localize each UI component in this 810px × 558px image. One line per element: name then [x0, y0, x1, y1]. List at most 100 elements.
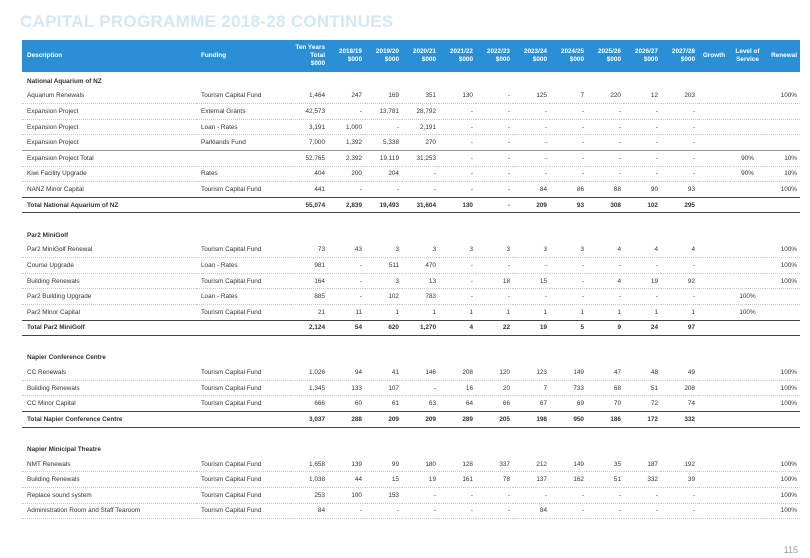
cell: -	[587, 288, 624, 305]
cell	[765, 196, 800, 214]
cell: 130	[439, 88, 476, 105]
column-header: 2024/25 $000	[550, 40, 587, 72]
cell: 78	[476, 471, 513, 489]
cell: 100%	[730, 304, 765, 321]
cell: -	[476, 88, 513, 105]
cell	[698, 380, 730, 397]
cell	[765, 411, 800, 428]
cell: 102	[624, 196, 661, 214]
capital-table: Description Funding Ten Years Total $000 20…	[22, 40, 800, 520]
cell	[698, 487, 730, 504]
spacer	[22, 213, 800, 226]
cell: 308	[587, 196, 624, 214]
cell: -	[550, 503, 587, 520]
total-row: Total National Aquarium of NZ 55,074 2,839…	[22, 196, 800, 214]
cell: 3	[476, 242, 513, 259]
cell: -	[624, 288, 661, 305]
cell	[196, 149, 290, 167]
cell: 4	[624, 242, 661, 259]
cell: 204	[365, 166, 402, 183]
cell: 192	[661, 456, 698, 473]
cell: 31,604	[402, 196, 439, 214]
table-row: CC Renewals Tourism Capital Fund 1,026 94 41…	[22, 365, 800, 381]
section-heading-row: Napier Conference Centre	[22, 349, 800, 366]
cell: 1,000	[328, 119, 365, 136]
cell: -	[328, 288, 365, 305]
cell: 187	[624, 456, 661, 473]
cell: Tourism Capital Fund	[196, 273, 290, 290]
cell: 102	[365, 288, 402, 305]
cell: 100%	[765, 456, 800, 473]
cell: -	[661, 288, 698, 305]
cell: 3	[365, 242, 402, 259]
cell	[730, 319, 765, 337]
cell: 253	[290, 487, 328, 504]
table-row: NMT Renewals Tourism Capital Fund 1,658 139…	[22, 456, 800, 473]
cell: 162	[550, 471, 587, 489]
cell: 100%	[765, 471, 800, 489]
cell	[730, 88, 765, 105]
table-row: NANZ Minor Capital Tourism Capital Fund 44…	[22, 181, 800, 198]
cell: Par2 Building Upgrade	[22, 288, 196, 305]
column-header: 2022/23 $000	[476, 40, 513, 72]
cell: Tourism Capital Fund	[196, 471, 290, 489]
cell: Total Par2 MiniGolf	[22, 319, 196, 337]
cell	[730, 456, 765, 473]
cell: 212	[513, 456, 550, 473]
spacer-row	[22, 213, 800, 226]
cell: -	[587, 487, 624, 504]
cell: 3,191	[290, 119, 328, 136]
cell	[730, 487, 765, 504]
column-header: Level of Service	[730, 40, 765, 72]
cell: 51	[624, 380, 661, 397]
cell: Kiwi Facility Upgrade	[22, 166, 196, 183]
cell: 64	[439, 395, 476, 413]
cell	[765, 103, 800, 120]
cell: 1	[439, 304, 476, 321]
cell: Expansion Project	[22, 134, 196, 151]
cell: 74	[661, 395, 698, 413]
section-heading-row: Napier Minicipal Theatre	[22, 440, 800, 457]
cell: 981	[290, 257, 328, 274]
cell: -	[550, 288, 587, 305]
cell: -	[661, 134, 698, 151]
cell: 90%	[730, 166, 765, 183]
cell: -	[513, 166, 550, 183]
cell: 63	[402, 395, 439, 413]
cell: -	[365, 119, 402, 136]
cell: -	[550, 487, 587, 504]
cell: 666	[290, 395, 328, 413]
table-row: CC Minor Capital Tourism Capital Fund 666 6…	[22, 395, 800, 413]
cell: 18	[476, 273, 513, 290]
cell	[698, 288, 730, 305]
cell: 470	[402, 257, 439, 274]
cell: Building Renewals	[22, 380, 196, 397]
cell: 100%	[765, 395, 800, 413]
cell: 55,074	[290, 196, 328, 214]
cell	[730, 273, 765, 290]
cell: 42,573	[290, 103, 328, 120]
cell: 100%	[765, 242, 800, 259]
cell: -	[365, 503, 402, 520]
table-row: Replace sound system Tourism Capital Fund…	[22, 487, 800, 504]
cell: Tourism Capital Fund	[196, 304, 290, 321]
cell: NANZ Minor Capital	[22, 181, 196, 198]
cell	[698, 257, 730, 274]
cell: Parklands Fund	[196, 134, 290, 151]
cell: -	[661, 103, 698, 120]
cell: 90%	[730, 149, 765, 167]
page-title: CAPITAL PROGRAMME 2018-28 CONTINUES	[20, 12, 394, 31]
column-header: Description	[22, 40, 196, 72]
cell: 86	[550, 181, 587, 198]
cell: 208	[661, 380, 698, 397]
table-row: Kiwi Facility Upgrade Rates 404 200 204- - - - -…	[22, 166, 800, 183]
cell: 19,119	[365, 149, 402, 167]
cell: 39	[661, 471, 698, 489]
cell: 733	[550, 380, 587, 397]
cell: 2,191	[402, 119, 439, 136]
cell: Tourism Capital Fund	[196, 487, 290, 504]
cell: 19	[624, 273, 661, 290]
cell: 950	[550, 411, 587, 428]
cell: -	[402, 503, 439, 520]
